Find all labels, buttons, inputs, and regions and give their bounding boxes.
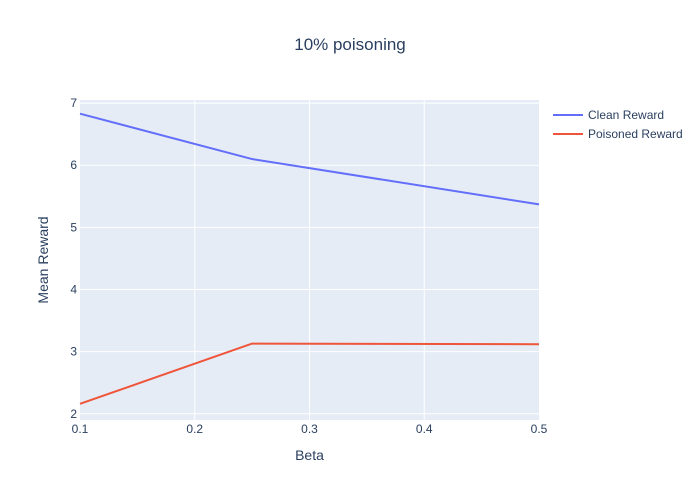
y-tick-label: 2 bbox=[70, 407, 77, 421]
series-lines bbox=[79, 112, 540, 405]
y-gridlines bbox=[80, 102, 539, 415]
legend-item-poisoned-reward[interactable]: Poisoned Reward bbox=[553, 127, 683, 141]
legend-item-clean-reward[interactable]: Clean Reward bbox=[553, 108, 664, 122]
y-axis-ticks: 2 3 4 5 6 7 bbox=[70, 96, 77, 421]
legend-label: Poisoned Reward bbox=[588, 127, 683, 141]
y-tick-label: 4 bbox=[70, 283, 77, 297]
y-axis-title: Mean Reward bbox=[35, 216, 51, 303]
series-line-poisoned-reward bbox=[79, 342, 540, 405]
x-tick-label: 0.1 bbox=[72, 422, 89, 436]
x-tick-label: 0.4 bbox=[416, 422, 433, 436]
y-tick-label: 7 bbox=[70, 96, 77, 110]
series-line-clean-reward bbox=[79, 112, 540, 206]
x-axis-ticks: 0.1 0.2 0.3 0.4 0.5 bbox=[72, 422, 548, 436]
legend-label: Clean Reward bbox=[588, 108, 664, 122]
chart-title: 10% poisoning bbox=[294, 35, 406, 54]
legend: Clean Reward Poisoned Reward bbox=[553, 108, 683, 141]
x-tick-label: 0.5 bbox=[531, 422, 548, 436]
y-tick-label: 5 bbox=[70, 220, 77, 234]
x-gridlines bbox=[194, 100, 425, 420]
y-tick-label: 6 bbox=[70, 158, 77, 172]
x-axis-title: Beta bbox=[295, 447, 324, 463]
x-tick-label: 0.2 bbox=[186, 422, 203, 436]
x-tick-label: 0.3 bbox=[301, 422, 318, 436]
y-tick-label: 3 bbox=[70, 345, 77, 359]
